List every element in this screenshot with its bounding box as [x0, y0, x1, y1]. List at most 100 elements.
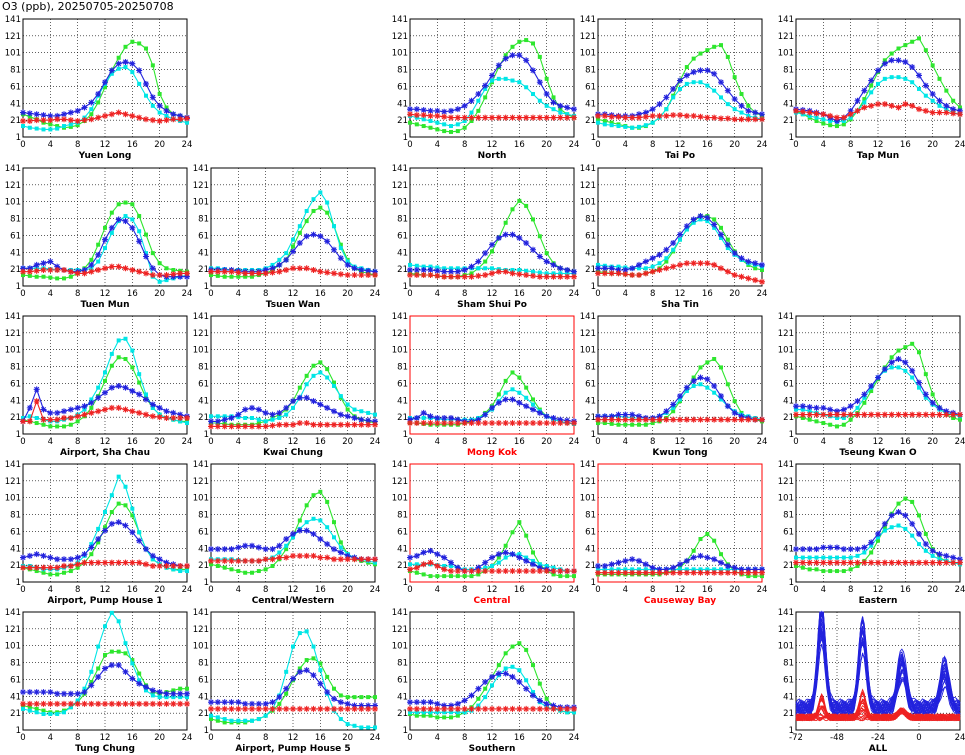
point-green [137, 380, 142, 385]
point-cyan [643, 266, 648, 271]
point-red [115, 109, 122, 116]
point-green [923, 372, 928, 377]
point-cyan [325, 525, 330, 530]
point-blue [61, 556, 67, 563]
point-red [228, 268, 235, 275]
point-red [249, 423, 255, 430]
point-red [656, 569, 663, 576]
point-green [698, 537, 703, 542]
point-blue [427, 699, 434, 706]
y-tick-label: 121 [5, 329, 21, 339]
point-red [902, 559, 909, 566]
y-tick-label: 141 [392, 164, 408, 174]
point-blue [454, 268, 461, 275]
x-tick-label: 16 [702, 140, 713, 150]
point-blue [95, 251, 102, 258]
point-cyan [338, 246, 343, 251]
point-blue [358, 416, 365, 423]
point-red [615, 416, 622, 423]
y-tick-label: 1 [204, 726, 209, 736]
y-tick-label: 81 [783, 511, 794, 521]
x-tick-label: 8 [462, 437, 467, 447]
point-green [222, 565, 227, 570]
x-tick-label: 12 [675, 585, 686, 595]
point-cyan [725, 102, 730, 107]
y-tick-label: 1 [403, 430, 408, 440]
point-red [468, 114, 475, 121]
point-cyan [691, 220, 696, 225]
y-tick-label: 141 [392, 312, 408, 322]
point-green [496, 663, 501, 668]
point-cyan [678, 86, 682, 91]
y-tick-label: 21 [10, 413, 21, 423]
point-red [296, 265, 303, 272]
point-cyan [517, 80, 522, 85]
point-green [835, 124, 839, 129]
point-blue [255, 700, 262, 707]
point-red [115, 559, 122, 566]
point-blue [358, 702, 365, 709]
point-red [957, 411, 963, 418]
point-green [746, 574, 751, 579]
point-red [454, 273, 461, 280]
point-blue [67, 406, 74, 413]
y-tick-label: 21 [783, 413, 794, 423]
all-series-line-red [795, 691, 961, 718]
point-cyan [178, 419, 183, 424]
y-tick-label: 61 [397, 379, 408, 389]
point-cyan [678, 237, 682, 242]
panel-label: North [478, 151, 507, 161]
point-blue [420, 266, 427, 273]
point-cyan [896, 523, 901, 528]
point-green [414, 570, 419, 575]
point-green [359, 695, 364, 700]
point-cyan [291, 644, 295, 649]
point-green [109, 210, 114, 215]
x-tick-label: 24 [569, 437, 580, 447]
point-cyan [719, 567, 723, 572]
point-blue [434, 414, 441, 421]
point-red [20, 700, 26, 707]
point-cyan [284, 412, 289, 417]
x-tick-label: 0 [407, 585, 412, 595]
x-tick-label: 4 [821, 585, 826, 595]
point-cyan [862, 395, 867, 400]
point-blue [163, 690, 170, 697]
point-red [262, 556, 269, 563]
point-blue [943, 552, 950, 559]
y-tick-label: 121 [5, 477, 21, 487]
point-cyan [503, 390, 508, 395]
x-tick-label: 4 [623, 437, 628, 447]
point-red [454, 568, 461, 575]
x-tick-label: 12 [288, 733, 299, 743]
y-tick-label: 141 [5, 164, 21, 174]
point-green [96, 540, 101, 545]
point-red [163, 562, 170, 569]
point-cyan [103, 246, 107, 251]
point-cyan [318, 518, 323, 523]
point-red [290, 265, 296, 272]
point-blue [26, 404, 33, 411]
point-blue [670, 564, 677, 571]
y-tick-label: 61 [397, 527, 408, 537]
point-green [178, 686, 183, 691]
x-tick-label: 24 [757, 289, 768, 299]
panel-frame [210, 167, 376, 287]
point-cyan [435, 120, 440, 125]
point-blue [861, 391, 868, 398]
point-blue [61, 111, 67, 118]
point-red [636, 416, 642, 423]
point-blue [724, 403, 731, 410]
point-red [47, 416, 54, 423]
point-cyan [596, 120, 600, 125]
point-red [475, 272, 482, 279]
point-blue [54, 263, 61, 270]
point-red [718, 569, 724, 576]
point-red [324, 269, 331, 276]
point-cyan [596, 567, 600, 572]
point-cyan [144, 392, 148, 397]
point-green [449, 715, 453, 720]
point-green [882, 525, 887, 530]
y-tick-label: 141 [392, 460, 408, 470]
point-green [68, 274, 73, 279]
